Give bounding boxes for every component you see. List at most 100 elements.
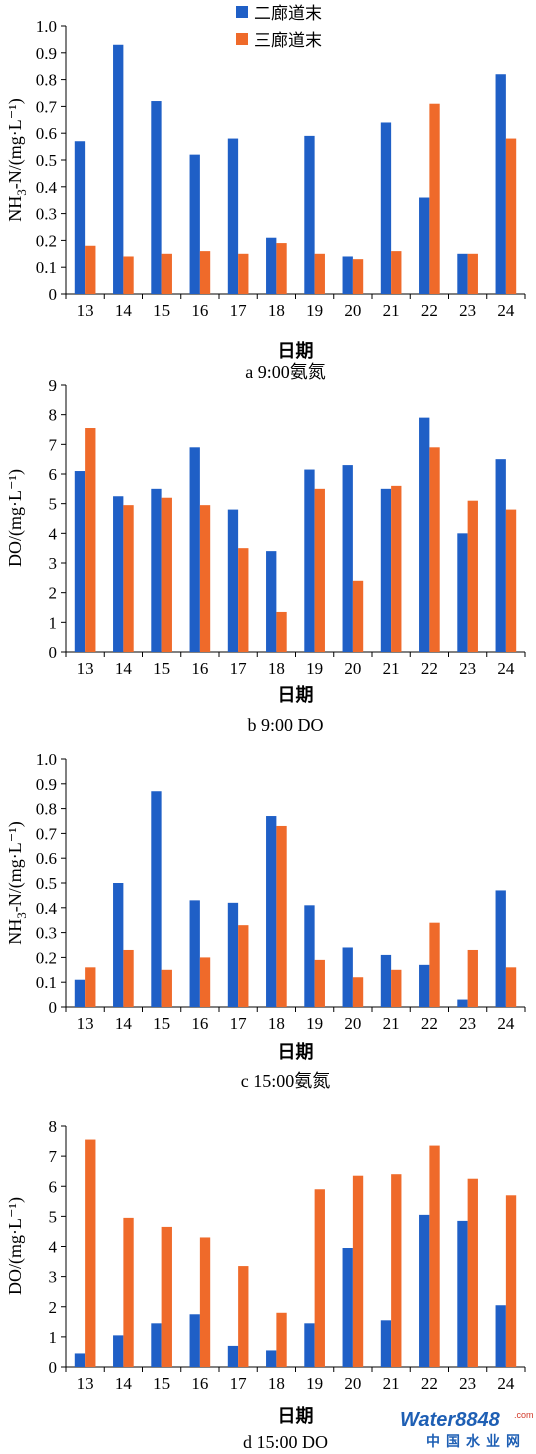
x-axis-title: 日期: [278, 685, 314, 706]
bar-series-2-17: [238, 1266, 249, 1367]
x-tick-label: 17: [230, 1014, 248, 1033]
bar-series-2-20: [352, 977, 364, 1007]
y-tick-label: 0.1: [36, 973, 57, 992]
x-tick-label: 13: [77, 301, 94, 320]
x-tick-label: 20: [344, 301, 361, 320]
bar-series-1-22: [419, 197, 430, 294]
x-tick-label: 21: [383, 1014, 400, 1033]
bar-series-2-13: [85, 1139, 96, 1367]
y-tick-label: 9: [49, 376, 58, 395]
y-tick-label: 1: [49, 1328, 58, 1347]
bar-series-1-16: [189, 1314, 200, 1367]
bar-series-2-17: [238, 548, 249, 652]
bar-series-2-22: [429, 103, 440, 294]
y-tick-label: 0.6: [36, 124, 57, 143]
x-tick-label: 21: [383, 1374, 400, 1393]
bar-series-2-19: [314, 253, 325, 294]
bar-series-1-21: [380, 122, 392, 294]
bar-series-2-22: [429, 447, 440, 652]
legend-label-series-2: 三廊道末: [254, 31, 322, 51]
bar-series-1-14: [113, 883, 124, 1007]
y-axis-title: NH3-N/(mg·L⁻¹): [5, 821, 29, 944]
y-tick-label: 5: [49, 1207, 58, 1226]
y-tick-label: 0.9: [36, 775, 57, 794]
bar-series-1-16: [189, 447, 200, 652]
x-tick-label: 13: [77, 659, 94, 678]
x-tick-label: 15: [153, 1014, 170, 1033]
bar-series-1-22: [419, 964, 430, 1007]
x-tick-label: 13: [77, 1014, 94, 1033]
y-tick-label: 7: [49, 435, 58, 454]
bar-series-1-14: [113, 44, 124, 295]
y-tick-label: 8: [49, 1117, 58, 1136]
y-tick-label: 0.9: [36, 44, 57, 63]
x-tick-label: 16: [191, 301, 208, 320]
y-tick-label: 0.2: [36, 948, 57, 967]
x-axis-title: 日期: [278, 1406, 314, 1427]
bar-series-1-15: [151, 488, 162, 652]
y-tick-label: 1: [49, 613, 58, 632]
x-tick-label: 20: [344, 1374, 361, 1393]
x-tick-label: 20: [344, 1014, 361, 1033]
y-tick-label: 0.3: [36, 205, 57, 224]
y-tick-label: 1.0: [36, 750, 57, 769]
x-tick-label: 18: [268, 659, 285, 678]
x-tick-label: 14: [115, 1374, 133, 1393]
y-tick-label: 3: [49, 554, 58, 573]
x-tick-label: 16: [191, 1374, 208, 1393]
bar-series-1-19: [304, 905, 315, 1007]
y-axis-title: DO/(mg·L⁻¹): [5, 1197, 26, 1295]
bar-series-1-18: [266, 551, 277, 652]
y-axis-title: NH3-N/(mg·L⁻¹): [5, 98, 29, 221]
bar-series-1-16: [189, 900, 200, 1007]
bar-series-1-17: [227, 1345, 239, 1367]
bar-series-2-13: [85, 428, 96, 652]
bar-series-1-23: [457, 533, 468, 652]
x-tick-label: 24: [497, 1014, 515, 1033]
bar-series-1-21: [380, 1320, 392, 1367]
x-tick-label: 18: [268, 1014, 285, 1033]
bar-series-1-17: [227, 138, 239, 294]
bar-series-1-17: [227, 902, 239, 1007]
legend-swatch-series-2: [236, 33, 248, 45]
bar-series-1-20: [342, 947, 353, 1007]
x-tick-label: 22: [421, 301, 438, 320]
bar-series-2-15: [161, 1226, 172, 1367]
x-tick-label: 19: [306, 301, 323, 320]
bar-series-1-23: [457, 253, 468, 294]
y-tick-label: 2: [49, 584, 58, 603]
bar-series-2-23: [467, 500, 478, 652]
bar-series-1-20: [342, 256, 353, 294]
bar-series-1-23: [457, 1220, 468, 1367]
bar-series-1-18: [266, 816, 277, 1007]
bar-series-2-19: [314, 959, 325, 1007]
y-tick-label: 0.5: [36, 151, 57, 170]
bar-series-2-15: [161, 253, 172, 294]
bar-series-2-24: [505, 1195, 517, 1367]
bar-series-2-18: [276, 611, 287, 652]
x-tick-label: 14: [115, 301, 133, 320]
bar-series-2-19: [314, 1189, 325, 1367]
y-tick-label: 0.8: [36, 71, 57, 90]
bar-series-2-20: [352, 580, 364, 652]
bar-series-1-18: [266, 237, 277, 294]
bar-series-1-24: [495, 1305, 506, 1367]
bar-series-1-20: [342, 1248, 353, 1367]
x-tick-label: 15: [153, 301, 170, 320]
bar-series-2-18: [276, 243, 287, 294]
x-tick-label: 21: [383, 301, 400, 320]
bar-series-2-17: [238, 925, 249, 1007]
bar-series-1-22: [419, 417, 430, 652]
bar-series-2-19: [314, 488, 325, 652]
bar-series-2-20: [352, 259, 364, 294]
y-tick-label: 0: [49, 285, 58, 304]
chart-panel-1: 0 0.1 0.2 0.3 0.4 0.5 0.6 0.7 0.8 0.9 1.0 13 14 15 16 1…: [5, 17, 526, 382]
bar-series-2-20: [352, 1175, 364, 1367]
y-tick-label: 0.3: [36, 924, 57, 943]
x-tick-label: 13: [77, 1374, 94, 1393]
y-tick-label: 0.4: [36, 178, 58, 197]
bar-series-1-14: [113, 1335, 124, 1367]
legend-swatch-series-1: [236, 6, 248, 18]
x-tick-label: 23: [459, 659, 476, 678]
